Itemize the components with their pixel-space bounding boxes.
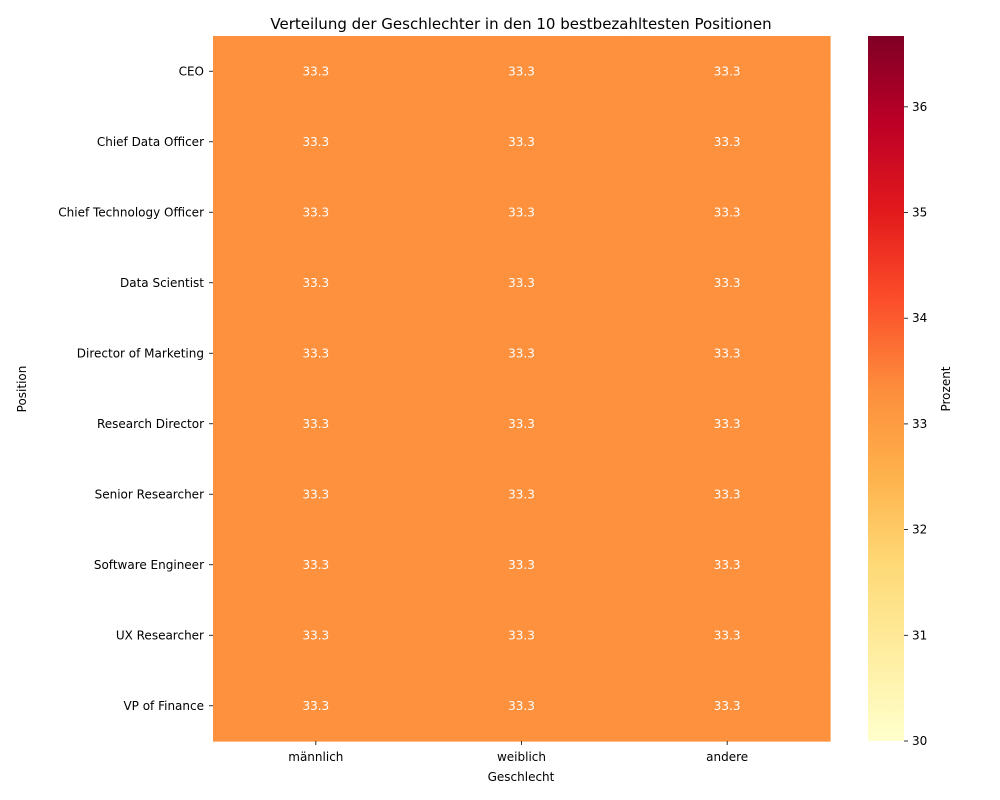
heatmap-cell <box>213 600 420 672</box>
heatmap-cell <box>213 247 420 319</box>
cell-value-label: 33.3 <box>714 135 741 149</box>
heatmap-cell <box>624 388 831 460</box>
colorbar-tick-label: 36 <box>912 100 927 114</box>
heatmap-cell <box>418 459 625 531</box>
heatmap-cell <box>418 388 625 460</box>
heatmap-cell <box>213 670 420 742</box>
cell-value-label: 33.3 <box>302 699 329 713</box>
colorbar-tick-label: 34 <box>912 311 927 325</box>
heatmap-cell <box>418 247 625 319</box>
chart-title: Verteilung der Geschlechter in den 10 be… <box>270 15 771 33</box>
heatmap-cell <box>624 459 831 531</box>
y-tick-label: Senior Researcher <box>95 487 204 501</box>
y-tick-label: Chief Technology Officer <box>58 205 204 219</box>
heatmap-cell <box>213 388 420 460</box>
heatmap-cell <box>418 36 625 108</box>
colorbar-tick-label: 33 <box>912 417 927 431</box>
x-tick-label: andere <box>706 750 748 764</box>
heatmap-cell <box>624 600 831 672</box>
cell-value-label: 33.3 <box>714 276 741 290</box>
colorbar-tick-label: 30 <box>912 734 927 748</box>
heatmap-cell <box>418 106 625 178</box>
cell-value-label: 33.3 <box>302 487 329 501</box>
y-tick-label: Chief Data Officer <box>97 135 204 149</box>
cell-value-label: 33.3 <box>714 346 741 360</box>
heatmap-cell <box>624 36 831 108</box>
cell-value-label: 33.3 <box>508 205 535 219</box>
y-tick-label: Software Engineer <box>94 558 204 572</box>
cell-value-label: 33.3 <box>302 628 329 642</box>
y-tick-label: VP of Finance <box>123 699 204 713</box>
y-tick-label: CEO <box>179 64 204 78</box>
cell-value-label: 33.3 <box>714 699 741 713</box>
cell-value-label: 33.3 <box>714 417 741 431</box>
heatmap-cell <box>418 318 625 390</box>
cell-value-label: 33.3 <box>302 64 329 78</box>
colorbar-gradient <box>868 36 904 741</box>
x-tick-label: männlich <box>288 750 343 764</box>
y-tick-label: Data Scientist <box>120 276 204 290</box>
cell-value-label: 33.3 <box>714 64 741 78</box>
cell-value-label: 33.3 <box>302 417 329 431</box>
y-tick-label: Director of Marketing <box>77 346 204 360</box>
colorbar-tick-label: 35 <box>912 206 927 220</box>
heatmap-cell <box>213 459 420 531</box>
cell-value-label: 33.3 <box>714 487 741 501</box>
cell-value-label: 33.3 <box>302 558 329 572</box>
cell-value-label: 33.3 <box>302 276 329 290</box>
heatmap-cell <box>213 318 420 390</box>
y-tick-label: UX Researcher <box>116 628 204 642</box>
cell-value-label: 33.3 <box>508 558 535 572</box>
heatmap-cell <box>213 529 420 601</box>
cell-value-label: 33.3 <box>302 346 329 360</box>
y-tick-label: Research Director <box>97 417 204 431</box>
colorbar-tick-label: 32 <box>912 523 927 537</box>
cell-value-label: 33.3 <box>508 64 535 78</box>
cell-value-label: 33.3 <box>508 135 535 149</box>
heatmap-cells: 33.3 33.3 33.3 33.3 33.3 33.3 33.3 33.3 33.3 33.3… <box>213 36 831 742</box>
heatmap-cell <box>213 177 420 249</box>
cell-value-label: 33.3 <box>508 417 535 431</box>
x-axis: männlich weiblich andere <box>288 741 748 764</box>
colorbar: 30 31 32 33 34 35 36 <box>868 36 927 748</box>
heatmap-cell <box>418 670 625 742</box>
heatmap-cell <box>624 106 831 178</box>
x-axis-label: Geschlecht <box>488 770 555 784</box>
heatmap-cell <box>418 600 625 672</box>
cell-value-label: 33.3 <box>714 558 741 572</box>
cell-value-label: 33.3 <box>508 699 535 713</box>
colorbar-label: Prozent <box>939 366 953 411</box>
cell-value-label: 33.3 <box>302 135 329 149</box>
heatmap-cell <box>624 247 831 319</box>
y-axis: CEO Chief Data Officer Chief Technology Of… <box>58 64 213 713</box>
y-axis-label: Position <box>15 366 29 413</box>
x-tick-label: weiblich <box>497 750 546 764</box>
heatmap-cell <box>624 529 831 601</box>
heatmap-cell <box>418 529 625 601</box>
cell-value-label: 33.3 <box>508 276 535 290</box>
cell-value-label: 33.3 <box>508 346 535 360</box>
heatmap-cell <box>624 670 831 742</box>
heatmap-cell <box>418 177 625 249</box>
heatmap-cell <box>624 177 831 249</box>
heatmap-cell <box>213 36 420 108</box>
colorbar-tick-label: 31 <box>912 628 927 642</box>
cell-value-label: 33.3 <box>508 487 535 501</box>
cell-value-label: 33.3 <box>714 205 741 219</box>
heatmap-cell <box>624 318 831 390</box>
cell-value-label: 33.3 <box>508 628 535 642</box>
cell-value-label: 33.3 <box>714 628 741 642</box>
heatmap-cell <box>213 106 420 178</box>
cell-value-label: 33.3 <box>302 205 329 219</box>
